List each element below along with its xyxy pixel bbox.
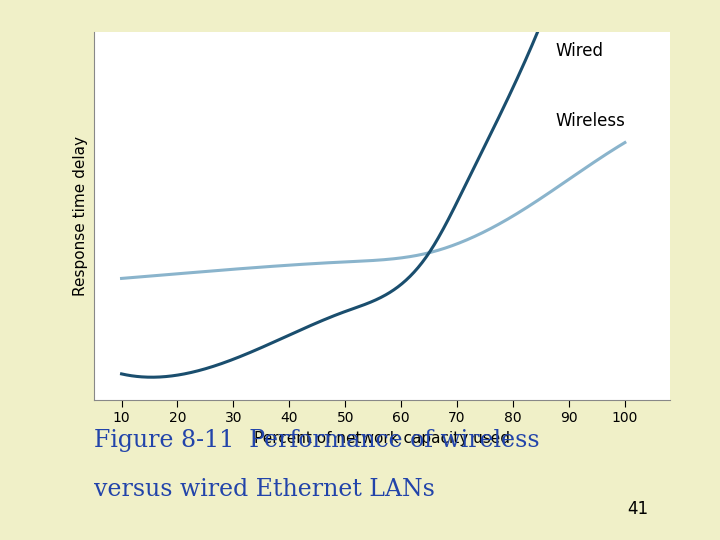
Text: Figure 8-11  Performance of wireless: Figure 8-11 Performance of wireless (94, 429, 539, 453)
Text: Wireless: Wireless (555, 112, 625, 130)
Text: Wired: Wired (555, 42, 603, 60)
Y-axis label: Response time delay: Response time delay (73, 136, 88, 296)
Text: versus wired Ethernet LANs: versus wired Ethernet LANs (94, 478, 434, 501)
Text: 41: 41 (627, 501, 648, 518)
X-axis label: Percent of network capacity used: Percent of network capacity used (253, 431, 510, 446)
